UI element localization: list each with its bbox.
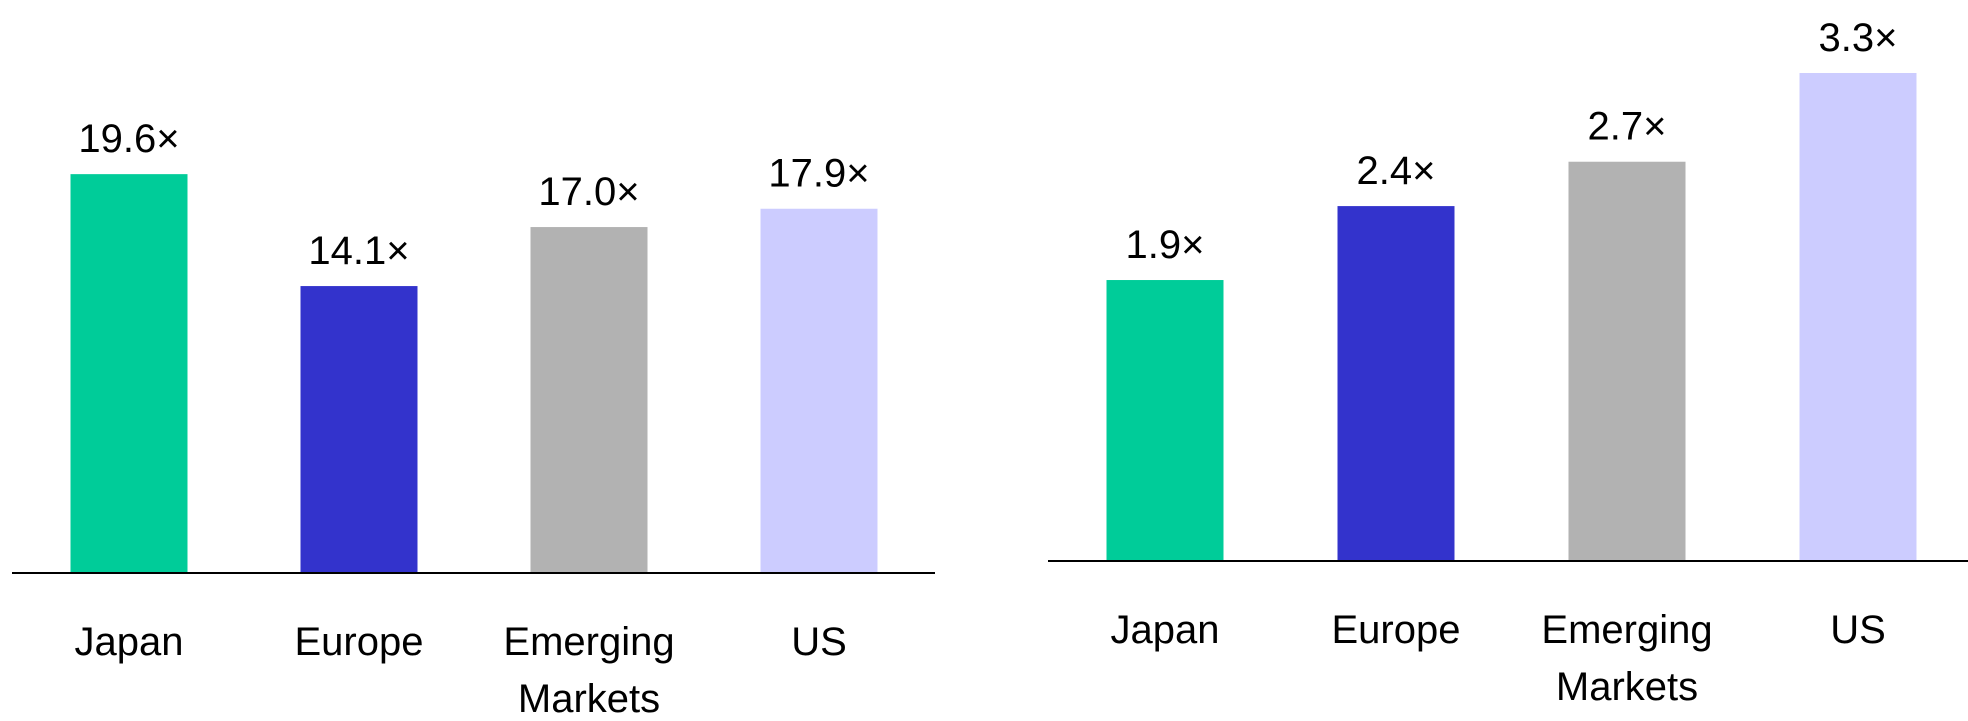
data-label: 17.9× — [768, 152, 869, 196]
bar-europe — [1337, 206, 1455, 561]
category-tick-label: Emerging — [503, 620, 674, 664]
category-tick-label: US — [1830, 608, 1886, 652]
category-tick-label: Japan — [1111, 608, 1220, 652]
pe-ratio-chart: 19.6× Japan 14.1× Europe 17.0× Emerging Market… — [12, 117, 935, 721]
category-tick-label: Emerging — [1541, 608, 1712, 652]
data-label: 1.9× — [1126, 223, 1205, 267]
pb-ratio-chart: 1.9× Japan 2.4× Europe 2.7× Emerging Markets 3.… — [1048, 16, 1968, 709]
bar-emerging-markets — [1568, 161, 1686, 561]
bar-us — [760, 208, 878, 574]
category-tick-label: Markets — [1556, 665, 1698, 709]
data-label: 2.4× — [1357, 149, 1436, 193]
data-label: 14.1× — [308, 229, 409, 273]
category-tick-label: Europe — [295, 620, 424, 664]
data-label: 3.3× — [1819, 16, 1898, 60]
data-label: 17.0× — [538, 170, 639, 214]
category-tick-label: Markets — [518, 677, 660, 721]
bar-emerging-markets — [530, 227, 648, 574]
bar-europe — [300, 286, 418, 573]
bar-us — [1799, 73, 1917, 561]
data-label: 19.6× — [78, 117, 179, 161]
bar-japan — [70, 174, 188, 573]
data-label: 2.7× — [1588, 105, 1667, 149]
category-tick-label: Japan — [75, 620, 184, 664]
category-tick-label: US — [791, 620, 847, 664]
bar-japan — [1106, 280, 1224, 561]
category-tick-label: Europe — [1332, 608, 1461, 652]
